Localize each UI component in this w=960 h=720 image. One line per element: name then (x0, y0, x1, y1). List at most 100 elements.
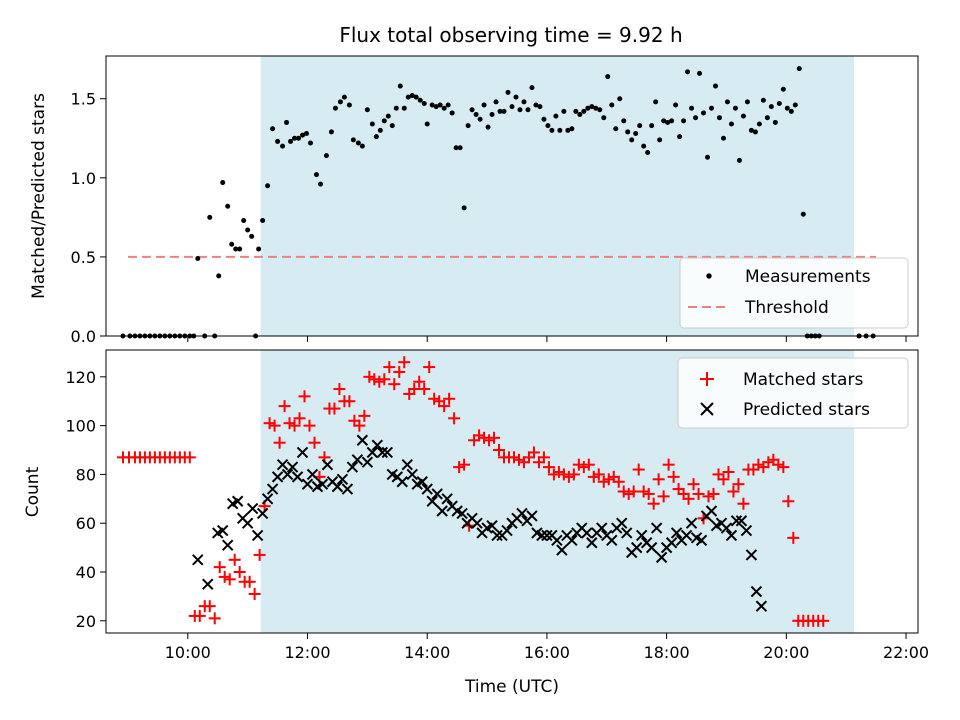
top-panel: 0.0 0.5 1.0 1.5 Matched/Predicted stars Mea… (29, 55, 919, 346)
predicted-star-point (316, 478, 329, 490)
measurement-point (800, 211, 806, 217)
measurement-point (697, 70, 703, 76)
predicted-star-point (406, 468, 418, 481)
predicted-star-point (361, 456, 374, 468)
predicted-star-point (436, 505, 448, 517)
top-y-tick-label: 1.0 (71, 169, 96, 188)
measurement-point (545, 123, 551, 129)
measurement-point (709, 105, 715, 111)
measurement-point (369, 121, 375, 127)
predicted-star-point (526, 510, 538, 522)
measurement-point (629, 137, 635, 143)
measurement-point (296, 135, 302, 141)
predicted-star-point (650, 522, 663, 534)
measurement-point (557, 127, 563, 133)
predicted-star-point (276, 458, 289, 471)
measurement-point (385, 113, 391, 119)
top-x-ticks (187, 336, 907, 342)
x-tick-label: 10:00 (165, 643, 211, 662)
measurement-point (533, 102, 539, 108)
x-tick-label: 20:00 (763, 643, 809, 662)
matched-star-point (203, 600, 216, 613)
measurement-point (207, 214, 213, 220)
measurement-point (645, 149, 651, 155)
measurement-point (669, 118, 675, 124)
measurement-point (625, 129, 631, 135)
matched-star-point (787, 531, 800, 544)
measurement-point (649, 123, 655, 129)
measurement-point (237, 246, 243, 252)
bottom-y-tick-label: 120 (65, 368, 96, 387)
measurement-point (740, 113, 746, 119)
top-y-tick-label: 0.0 (71, 327, 96, 346)
legend-predicted-label: Predicted stars (743, 400, 870, 420)
predicted-star-point (371, 439, 384, 451)
predicted-star-point (491, 529, 503, 542)
predicted-star-point (655, 551, 668, 564)
matched-star-point (223, 573, 236, 586)
measurement-point (549, 127, 555, 133)
matched-star-point (383, 361, 396, 374)
measurement-point (724, 99, 730, 105)
predicted-star-point (755, 600, 768, 612)
measurement-point (689, 105, 695, 111)
matched-star-point (592, 468, 605, 481)
x-tick-label: 18:00 (644, 643, 690, 662)
measurement-point (461, 205, 467, 211)
predicted-star-point (431, 488, 443, 500)
measurement-point (641, 143, 647, 149)
measurement-point (465, 123, 471, 129)
measurement-point (260, 218, 266, 224)
bottom-legend-box (677, 357, 909, 429)
measurement-point (665, 119, 671, 125)
predicted-star-point (616, 517, 628, 529)
bottom-panel: 20 40 60 80 100 120 10:00 12:00 14:00 16:00 18:00… (23, 349, 929, 697)
measurement-point (473, 112, 479, 118)
matched-star-point (612, 475, 625, 488)
matched-star-point (782, 495, 795, 508)
predicted-star-point (256, 507, 269, 520)
predicted-star-point (286, 461, 299, 473)
bottom-y-tick-label: 20 (76, 612, 96, 631)
matched-star-point (682, 492, 695, 505)
matched-star-point (707, 487, 720, 500)
top-y-tick-label: 0.5 (71, 248, 96, 267)
x-tick-label: 14:00 (404, 643, 450, 662)
predicted-star-point (376, 446, 389, 459)
measurement-point (195, 255, 201, 261)
measurement-point (681, 118, 687, 124)
top-y-axis-label: Matched/Predicted stars (29, 93, 49, 299)
measurement-point (589, 104, 595, 110)
measurement-point (577, 112, 583, 118)
legend-predicted-marker (700, 402, 714, 416)
measurement-point (469, 107, 475, 113)
measurement-point (280, 143, 286, 149)
measurement-point (477, 116, 483, 122)
measurement-point (485, 124, 491, 130)
bottom-y-tick-label: 100 (65, 417, 96, 436)
measurement-point (521, 99, 527, 105)
matched-star-point (293, 412, 306, 425)
measurement-point (216, 273, 222, 279)
measurement-point (341, 94, 347, 100)
bottom-y-tick-label: 80 (76, 465, 96, 484)
predicted-star-point (730, 515, 743, 527)
measurement-point (784, 105, 790, 111)
measurement-point (245, 227, 251, 233)
x-tick-label: 12:00 (284, 643, 330, 662)
measurement-point (561, 108, 567, 114)
measurement-point (701, 110, 707, 116)
measurement-point (537, 104, 543, 110)
measurement-point (772, 119, 778, 125)
measurement-point (788, 108, 794, 114)
predicted-star-point (241, 517, 254, 529)
matched-star-point (727, 485, 740, 498)
measurement-point (413, 94, 419, 100)
legend-matched-marker (700, 372, 714, 386)
measurement-point (381, 118, 387, 124)
bottom-y-ticks: 20 40 60 80 100 120 (65, 368, 106, 631)
measurement-point (401, 105, 407, 111)
matched-star-point (632, 463, 645, 476)
predicted-star-point (695, 534, 708, 547)
measurement-point (313, 172, 319, 178)
